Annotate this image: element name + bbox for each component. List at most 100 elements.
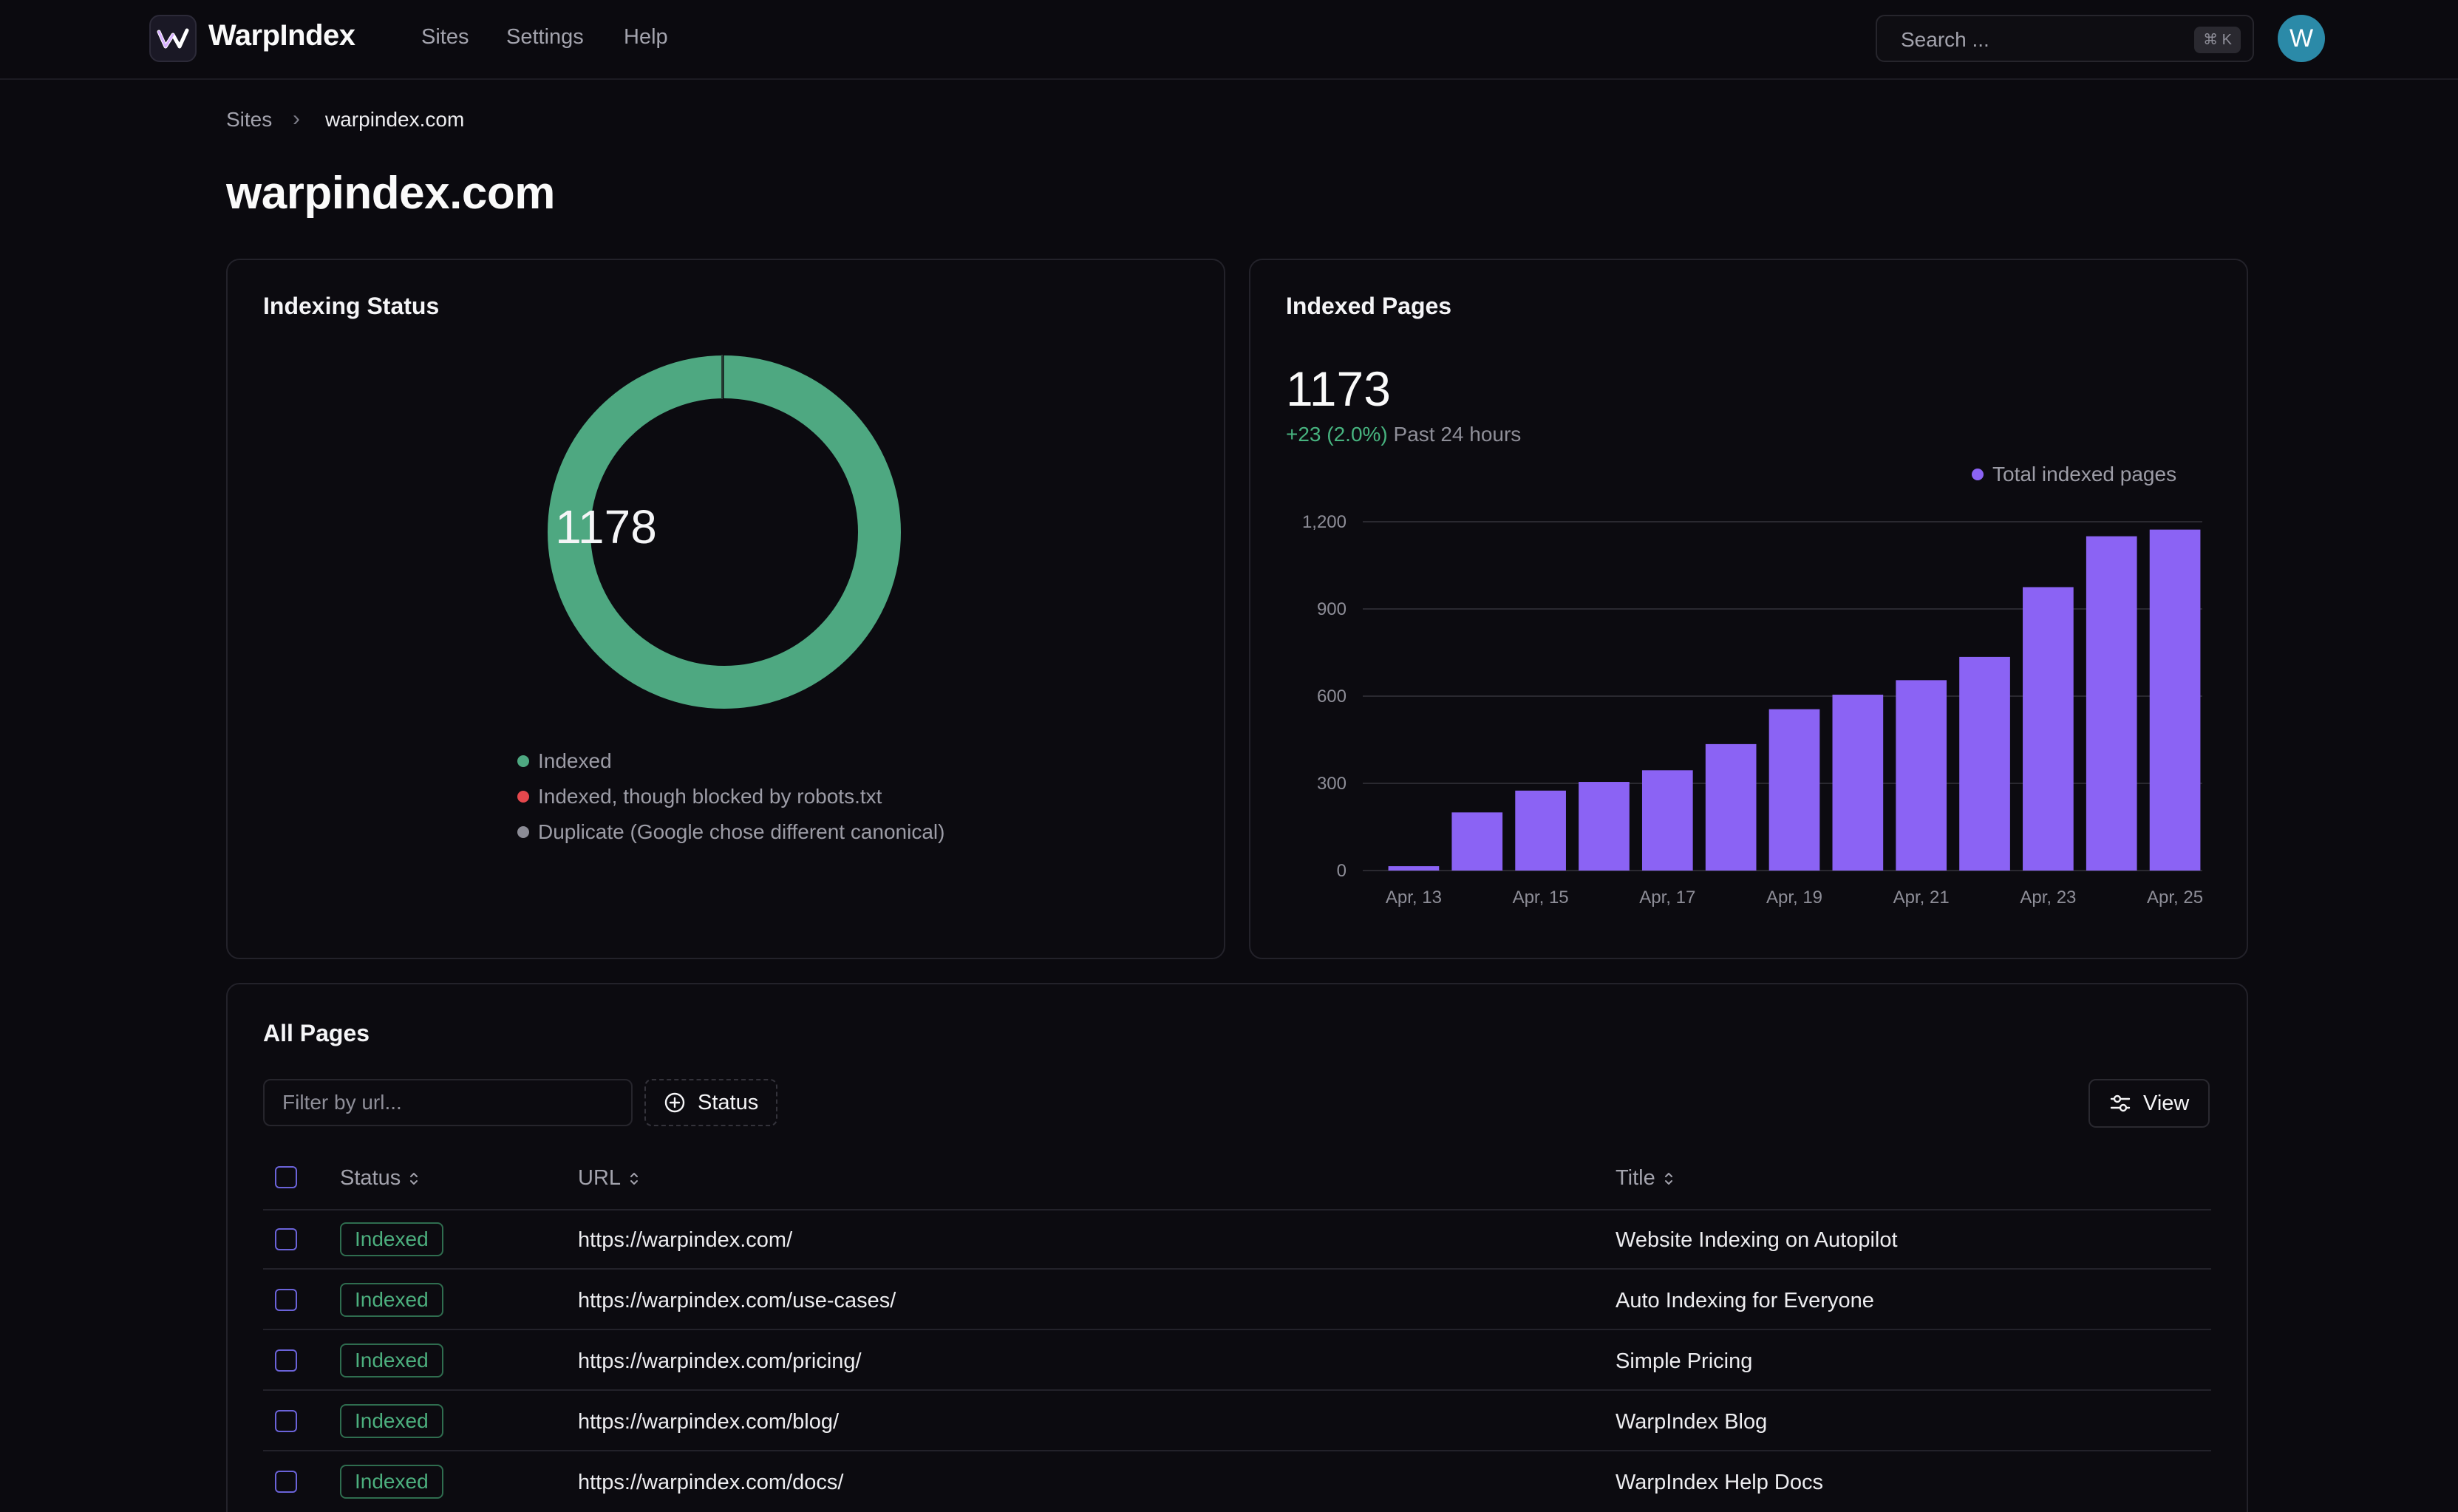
y-tick-label: 300: [1317, 774, 1347, 794]
series-legend[interactable]: Total indexed pages: [1972, 463, 2176, 486]
status-badge: Indexed: [340, 1283, 443, 1317]
x-tick-label: Apr, 13: [1386, 888, 1442, 907]
row-title: Simple Pricing: [1616, 1349, 1753, 1373]
table-divider: [263, 1268, 2211, 1270]
nav-settings[interactable]: Settings: [506, 25, 584, 49]
all-pages-card: All Pages: [226, 983, 2248, 1512]
table-divider: [263, 1450, 2211, 1451]
row-title: Website Indexing on Autopilot: [1616, 1228, 1898, 1252]
search-box[interactable]: Search ... ⌘ K: [1876, 15, 2254, 62]
bar-apr-23[interactable]: [2023, 587, 2074, 871]
donut-segment-indexed[interactable]: [548, 355, 901, 709]
select-all-checkbox[interactable]: [275, 1166, 297, 1188]
row-url[interactable]: https://warpindex.com/pricing/: [578, 1349, 862, 1373]
breadcrumb-separator: ›: [293, 106, 300, 131]
x-tick-label: Apr, 19: [1766, 888, 1822, 907]
row-url[interactable]: https://warpindex.com/docs/: [578, 1471, 844, 1494]
indexed-pages-title: Indexed Pages: [1286, 293, 1452, 319]
breadcrumb-current: warpindex.com: [325, 108, 465, 131]
search-placeholder: Search ...: [1901, 28, 1989, 51]
status-badge: Indexed: [340, 1404, 443, 1438]
row-title: WarpIndex Blog: [1616, 1410, 1768, 1434]
table-divider: [263, 1389, 2211, 1391]
row-checkbox[interactable]: [275, 1471, 297, 1493]
x-tick-label: Apr, 21: [1893, 888, 1950, 907]
nav-sites[interactable]: Sites: [421, 25, 469, 49]
series-legend-label: Total indexed pages: [1992, 463, 2177, 486]
filter-url-input[interactable]: [263, 1079, 633, 1126]
row-title: WarpIndex Help Docs: [1616, 1471, 1823, 1494]
search-shortcut: ⌘ K: [2194, 27, 2241, 53]
column-header-url[interactable]: URL: [578, 1166, 640, 1191]
legend-dot-blocked: [517, 791, 529, 803]
view-options-label: View: [2143, 1091, 2190, 1115]
indexing-status-title: Indexing Status: [263, 293, 440, 319]
bar-apr-18[interactable]: [1705, 743, 1757, 871]
bar-apr-15[interactable]: [1515, 790, 1566, 871]
bar-apr-20[interactable]: [1832, 695, 1884, 871]
bar-apr-22[interactable]: [1959, 656, 2010, 871]
table-divider: [263, 1329, 2211, 1330]
status-filter-button[interactable]: Status: [644, 1079, 778, 1126]
bar-apr-16[interactable]: [1579, 782, 1630, 871]
bar-apr-13[interactable]: [1388, 866, 1440, 871]
x-tick-label: Apr, 17: [1639, 888, 1695, 907]
status-badge: Indexed: [340, 1465, 443, 1499]
donut-total: 1178: [555, 500, 657, 554]
indexed-pages-total: 1173: [1286, 361, 1391, 416]
breadcrumb-sites[interactable]: Sites: [226, 108, 273, 131]
bar-apr-14[interactable]: [1451, 812, 1503, 871]
column-header-status[interactable]: Status: [340, 1166, 420, 1191]
bar-apr-19[interactable]: [1768, 709, 1820, 871]
column-header-label: Status: [340, 1166, 401, 1190]
table-divider: [263, 1209, 2211, 1210]
indexing-donut-chart: [548, 355, 901, 709]
legend-dot-duplicate: [517, 826, 529, 838]
legend-dot-indexed: [517, 755, 529, 767]
y-tick-label: 900: [1317, 599, 1347, 619]
nav-help[interactable]: Help: [624, 25, 668, 49]
legend-blocked[interactable]: Indexed, though blocked by robots.txt: [517, 785, 882, 808]
x-tick-label: Apr, 25: [2147, 888, 2203, 907]
status-badge: Indexed: [340, 1222, 443, 1256]
bar-apr-24[interactable]: [2086, 536, 2137, 871]
row-checkbox[interactable]: [275, 1349, 297, 1372]
y-tick-label: 1,200: [1302, 512, 1347, 532]
y-tick-label: 600: [1317, 687, 1347, 706]
legend-label: Duplicate (Google chose different canoni…: [538, 820, 945, 843]
x-tick-label: Apr, 15: [1513, 888, 1569, 907]
y-tick-label: 0: [1337, 861, 1347, 881]
legend-duplicate[interactable]: Duplicate (Google chose different canoni…: [517, 820, 944, 844]
brand-name[interactable]: WarpIndex: [208, 19, 355, 52]
bar-apr-17[interactable]: [1641, 770, 1693, 871]
row-checkbox[interactable]: [275, 1228, 297, 1250]
bar-apr-25[interactable]: [2149, 529, 2201, 871]
top-navbar: WarpIndex Sites Settings Help Search ...…: [0, 0, 2458, 80]
legend-label: Indexed, though blocked by robots.txt: [538, 785, 882, 808]
row-checkbox[interactable]: [275, 1410, 297, 1432]
row-title: Auto Indexing for Everyone: [1616, 1289, 1874, 1312]
avatar[interactable]: W: [2278, 15, 2325, 62]
column-header-title[interactable]: Title: [1616, 1166, 1675, 1191]
legend-label: Indexed: [538, 749, 612, 772]
bar-apr-21[interactable]: [1896, 680, 1947, 871]
view-options-button[interactable]: View: [2088, 1079, 2210, 1128]
plus-circle-icon: [664, 1092, 686, 1114]
row-url[interactable]: https://warpindex.com/: [578, 1228, 793, 1252]
legend-indexed[interactable]: Indexed: [517, 749, 612, 773]
column-header-label: Title: [1616, 1166, 1655, 1190]
warpindex-logo-icon: [157, 28, 189, 49]
row-url[interactable]: https://warpindex.com/blog/: [578, 1410, 840, 1434]
sort-icon: [408, 1171, 420, 1187]
delta-period: Past 24 hours: [1393, 423, 1522, 446]
sort-icon: [628, 1171, 640, 1187]
all-pages-title: All Pages: [263, 1020, 370, 1046]
x-tick-label: Apr, 23: [2020, 888, 2076, 907]
indexed-pages-bar-chart: 0 300 600 900 1,200 Apr, 13 Apr, 15 Apr, 17 Apr,…: [1302, 512, 2203, 907]
row-url[interactable]: https://warpindex.com/use-cases/: [578, 1289, 896, 1312]
column-header-label: URL: [578, 1166, 622, 1190]
page-title: warpindex.com: [226, 168, 555, 219]
series-legend-dot: [1972, 469, 1984, 480]
logo[interactable]: [149, 15, 197, 62]
row-checkbox[interactable]: [275, 1289, 297, 1311]
